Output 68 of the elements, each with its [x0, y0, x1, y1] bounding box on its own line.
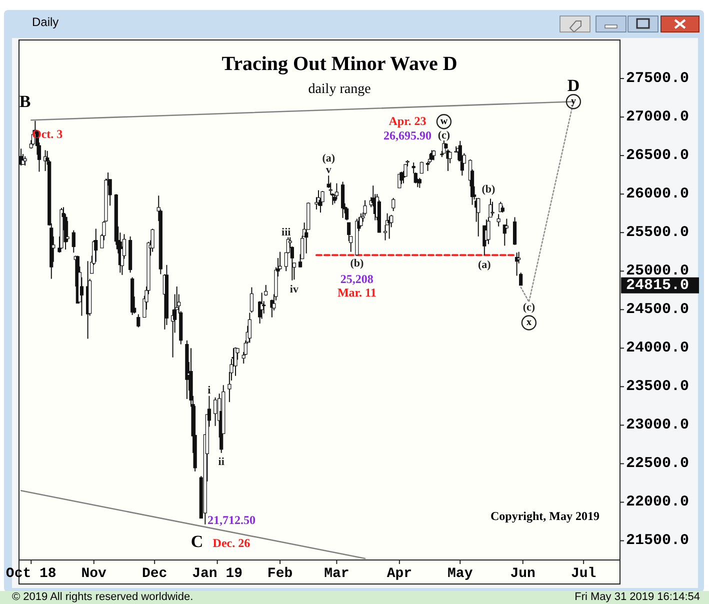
- y-tick-label: 27000.0: [626, 108, 690, 126]
- annotation: 21,712.50: [207, 512, 256, 527]
- x-tick-label: Feb: [267, 566, 293, 582]
- candlestick: [496, 214, 500, 227]
- candlestick: [260, 292, 264, 320]
- annotation: 26,695.90: [384, 128, 432, 143]
- y-tick-label: 26000.0: [626, 186, 690, 203]
- x-tick-label: Jun: [510, 566, 536, 582]
- y-tick-label: 21500.0: [626, 532, 690, 550]
- x-tick-label: May: [448, 566, 474, 582]
- annotation: (b): [350, 257, 364, 270]
- x-tick-label: Dec: [142, 566, 168, 582]
- annotation: y: [570, 96, 576, 108]
- text: Tracing Out Minor Wave D: [222, 53, 458, 75]
- annotation: v: [326, 164, 332, 176]
- x-tick-label: Apr: [386, 566, 412, 582]
- candlestick: [94, 228, 98, 262]
- y-tick-label: 22000.0: [626, 494, 690, 511]
- annotation: (a): [322, 152, 336, 165]
- annotation: Dec. 26: [212, 536, 250, 550]
- candlestick: [392, 197, 396, 212]
- annotation: (c): [522, 302, 536, 314]
- y-tick-label: 24500.0: [626, 301, 690, 318]
- annotation: B: [19, 92, 31, 112]
- annotation: (c): [438, 130, 450, 142]
- x-tick-label: Mar: [324, 566, 350, 582]
- annotation: C: [190, 532, 204, 552]
- candlestick: [334, 182, 338, 200]
- text: Fri May 31 2019 16:14:54: [574, 591, 700, 603]
- candlestick: [383, 224, 388, 241]
- candlestick: [66, 220, 70, 242]
- x-tick-label: Jul: [570, 566, 596, 582]
- y-tick-label: 24000.0: [626, 340, 690, 357]
- annotation: Mar. 11: [337, 286, 376, 300]
- y-tick-label: 22500.0: [626, 455, 690, 472]
- text: daily range: [308, 82, 371, 97]
- candlestick: [234, 346, 238, 376]
- text: Daily: [32, 15, 59, 29]
- annotation: Apr. 23: [388, 114, 426, 128]
- candlestick: [23, 156, 27, 166]
- candlestick: [250, 286, 254, 314]
- text: © 2019 All rights reserved worldwide.: [12, 591, 194, 603]
- y-tick-label: 23500.0: [626, 378, 690, 396]
- annotation: (a): [478, 258, 492, 271]
- annotation: iii: [282, 226, 291, 239]
- annotation: x: [526, 317, 532, 328]
- y-tick-label: 23000.0: [626, 416, 690, 434]
- annotation: Copyright, May 2019: [490, 509, 600, 523]
- x-tick-label: Nov: [81, 566, 108, 582]
- annotation: D: [567, 76, 580, 95]
- y-tick-label: 25500.0: [626, 224, 690, 242]
- x-tick-label: Jan 19: [192, 566, 243, 582]
- annotation: ii: [218, 456, 224, 468]
- candlestick: [512, 216, 517, 246]
- candlestick: [347, 222, 351, 242]
- candlestick: [136, 314, 140, 328]
- annotation: w: [440, 116, 448, 128]
- candlestick: [340, 181, 345, 218]
- candlestick: [213, 396, 218, 426]
- candlestick: [490, 201, 494, 216]
- annotation: i: [208, 384, 211, 397]
- annotation: (b): [482, 183, 496, 196]
- y-tick-label: 26500.0: [626, 147, 690, 164]
- candlestick: [72, 230, 76, 254]
- annotation: iv: [290, 284, 299, 296]
- annotation: 25,208: [340, 272, 374, 286]
- y-tick-label: 27500.0: [626, 70, 690, 88]
- candlestick: [420, 161, 424, 174]
